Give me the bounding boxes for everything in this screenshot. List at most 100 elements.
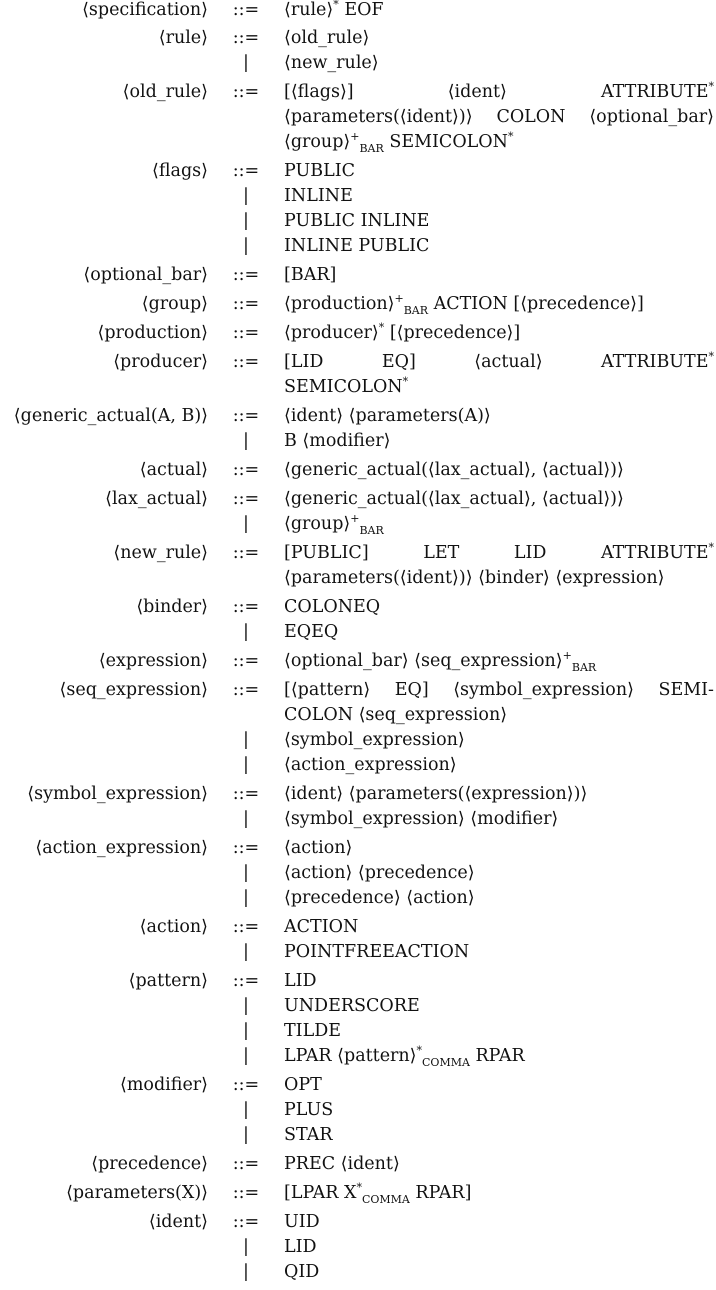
nonterminal-lhs: ⟨new_rule⟩: [113, 543, 208, 563]
grammar-line: | ⟨group⟩+BAR: [0, 513, 716, 538]
rhs-token: ⟨optional_bar⟩ ⟨seq_expression⟩: [284, 651, 563, 671]
production-rhs: ⟨producer⟩* [⟨precedence⟩]: [284, 322, 714, 343]
nonterminal-lhs: ⟨old_rule⟩: [122, 82, 208, 102]
rhs-token: ⟨generic_actual(⟨lax_actual⟩, ⟨actual⟩)⟩: [284, 489, 624, 509]
rhs-token: +: [562, 649, 572, 662]
rhs-token: SEMICOLON: [383, 132, 508, 152]
rhs-token: LID: [284, 971, 317, 991]
nonterminal-lhs: ⟨specification⟩: [82, 0, 208, 20]
alternative-bar: |: [243, 755, 249, 775]
nonterminal-lhs: ⟨seq_expression⟩: [59, 680, 208, 700]
production-rhs: PUBLIC: [284, 161, 714, 181]
production-rhs: ⟨production⟩+BAR ACTION [⟨precedence⟩]: [284, 293, 714, 316]
grammar-line: ⟨group⟩+BAR SEMICOLON*: [0, 130, 716, 156]
production-rhs: UID: [284, 1212, 714, 1232]
alternative-bar: |: [243, 622, 249, 642]
nonterminal-lhs: ⟨action⟩: [139, 917, 208, 937]
nonterminal-lhs: ⟨ident⟩: [148, 1212, 208, 1232]
production-rhs: ⟨optional_bar⟩ ⟨seq_expression⟩+BAR: [284, 649, 714, 673]
rhs-token: ACTION: [284, 917, 359, 937]
production-rhs: UNDERSCORE: [284, 996, 714, 1016]
alternative-bar: |: [243, 1021, 249, 1041]
rhs-token: +: [350, 130, 360, 143]
grammar-line: SEMICOLON*: [0, 375, 716, 401]
rhs-token: ⟨old_rule⟩: [284, 28, 370, 48]
production-rhs: ⟨ident⟩ ⟨parameters(A)⟩: [284, 406, 714, 426]
rhs-token: [⟨pattern⟩: [284, 680, 371, 700]
rhs-token: ⟨ident⟩ ⟨parameters(A)⟩: [284, 406, 491, 426]
rhs-token: ACTION [⟨precedence⟩]: [428, 294, 644, 314]
rhs-token: *: [507, 130, 514, 143]
rhs-token: ⟨symbol_expression⟩: [453, 680, 634, 700]
alternative-bar: |: [243, 730, 249, 750]
production-rhs: SEMICOLON*: [284, 375, 714, 397]
production-rhs: [⟨pattern⟩ EQ] ⟨symbol_expression⟩ SEMI-: [284, 680, 714, 700]
rhs-token: ATTRIBUTE: [601, 543, 709, 563]
grammar-line: ⟨optional_bar⟩::= [BAR]: [0, 265, 716, 289]
production-rhs: COLONEQ: [284, 597, 714, 617]
production-rhs: [LID EQ] ⟨actual⟩ ATTRIBUTE*: [284, 351, 714, 372]
production-rhs: [LPAR X*COMMA RPAR]: [284, 1182, 714, 1205]
rhs-token: ⟨generic_actual(⟨lax_actual⟩, ⟨actual⟩)⟩: [284, 460, 624, 480]
nonterminal-lhs: ⟨producer⟩: [113, 352, 208, 372]
grammar-line: ⟨seq_expression⟩::= [⟨pattern⟩ EQ] ⟨symbo…: [0, 680, 716, 704]
alternative-bar: |: [243, 1046, 249, 1066]
grammar-line: ⟨producer⟩::= [LID EQ] ⟨actual⟩ ATTRIBUTE…: [0, 351, 716, 376]
rhs-token: ⟨ident⟩ ⟨parameters(⟨expression⟩)⟩: [284, 784, 588, 804]
rhs-token: ⟨symbol_expression⟩: [284, 730, 465, 750]
production-rhs: POINTFREEACTION: [284, 942, 714, 962]
production-rhs: [PUBLIC] LET LID ATTRIBUTE*: [284, 542, 714, 563]
rhs-token: ⟨rule⟩: [284, 0, 334, 20]
production-rhs: B ⟨modifier⟩: [284, 431, 714, 451]
rhs-token: ⟨action⟩: [284, 838, 353, 858]
production-rhs: [BAR]: [284, 265, 714, 285]
rhs-token: ⟨optional_bar⟩: [589, 107, 714, 127]
production-rhs: STAR: [284, 1125, 714, 1145]
rhs-token: PREC ⟨ident⟩: [284, 1154, 400, 1174]
rhs-token: SEMICOLON: [284, 377, 403, 397]
rhs-token: EQ]: [381, 352, 416, 372]
definition-operator: ::=: [232, 0, 260, 20]
rhs-token: ATTRIBUTE: [601, 352, 709, 372]
definition-operator: ::=: [232, 323, 260, 343]
production-rhs: PUBLIC INLINE: [284, 211, 714, 231]
grammar-line: ⟨expression⟩::= ⟨optional_bar⟩ ⟨seq_expre…: [0, 649, 716, 675]
rhs-token: SEMI-: [658, 680, 714, 700]
rhs-token: COLON ⟨seq_expression⟩: [284, 705, 508, 725]
rhs-token: ⟨precedence⟩ ⟨action⟩: [284, 888, 475, 908]
grammar-line: ⟨parameters(X)⟩::= [LPAR X*COMMA RPAR]: [0, 1182, 716, 1207]
grammar-line: ⟨symbol_expression⟩::= ⟨ident⟩ ⟨parameter…: [0, 784, 716, 808]
rhs-token: LID: [513, 543, 547, 563]
rhs-token: STAR: [284, 1125, 333, 1145]
rhs-token: [⟨flags⟩]: [284, 82, 354, 102]
production-rhs: ⟨group⟩+BAR: [284, 513, 714, 536]
rhs-token: PLUS: [284, 1100, 334, 1120]
production-rhs: ⟨generic_actual(⟨lax_actual⟩, ⟨actual⟩)⟩: [284, 460, 714, 480]
nonterminal-lhs: ⟨optional_bar⟩: [83, 265, 208, 285]
definition-operator: ::=: [232, 784, 260, 804]
alternative-bar: |: [243, 809, 249, 829]
production-rhs: INLINE PUBLIC: [284, 236, 714, 256]
definition-operator: ::=: [232, 82, 260, 102]
alternative-bar: |: [243, 888, 249, 908]
rhs-token: *: [416, 1044, 423, 1057]
definition-operator: ::=: [232, 1212, 260, 1232]
production-rhs: ⟨action⟩ ⟨precedence⟩: [284, 863, 714, 883]
grammar-line: | ⟨action_expression⟩: [0, 755, 716, 779]
rhs-token: COMMA: [422, 1056, 470, 1069]
alternative-bar: |: [243, 1125, 249, 1145]
rhs-token: COLON: [496, 107, 566, 127]
rhs-token: POINTFREEACTION: [284, 942, 470, 962]
rhs-token: *: [708, 80, 714, 93]
production-rhs: LID: [284, 971, 714, 991]
rhs-token: *: [402, 375, 409, 388]
production-rhs: [⟨flags⟩] ⟨ident⟩ ATTRIBUTE*: [284, 80, 714, 102]
grammar-line: ⟨binder⟩::= COLONEQ: [0, 597, 716, 621]
definition-operator: ::=: [232, 971, 260, 991]
nonterminal-lhs: ⟨generic_actual(A, B)⟩: [13, 406, 208, 426]
production-rhs: ⟨action⟩: [284, 838, 714, 858]
rhs-token: PUBLIC: [284, 161, 355, 181]
production-rhs: PLUS: [284, 1100, 714, 1120]
rhs-token: [LPAR X: [284, 1183, 357, 1203]
rhs-token: PUBLIC INLINE: [284, 211, 430, 231]
